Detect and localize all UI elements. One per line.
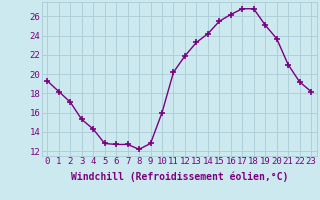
X-axis label: Windchill (Refroidissement éolien,°C): Windchill (Refroidissement éolien,°C) [70, 172, 288, 182]
